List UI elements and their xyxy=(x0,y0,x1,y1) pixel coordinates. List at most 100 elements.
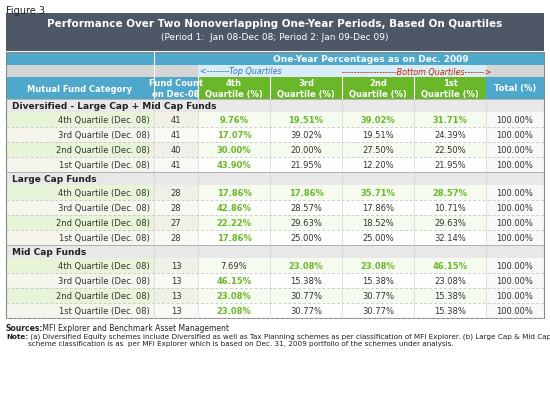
Text: Sources:: Sources: xyxy=(6,323,43,332)
Text: 23.08%: 23.08% xyxy=(361,261,395,270)
Text: 15.38%: 15.38% xyxy=(434,306,466,315)
Bar xyxy=(6,216,154,230)
Text: -------------------Bottom Quartiles------->: -------------------Bottom Quartiles-----… xyxy=(342,67,491,76)
Text: 46.15%: 46.15% xyxy=(432,261,468,270)
Bar xyxy=(154,128,198,143)
Bar xyxy=(342,128,414,143)
Bar xyxy=(154,200,198,216)
Bar xyxy=(486,303,544,318)
Text: 100.00%: 100.00% xyxy=(497,234,534,243)
Bar xyxy=(198,113,270,128)
Bar xyxy=(486,157,544,173)
Bar xyxy=(414,186,486,200)
Bar xyxy=(6,157,154,173)
Bar xyxy=(6,143,154,157)
Bar xyxy=(342,200,414,216)
Text: 3rd Quartile (Dec. 08): 3rd Quartile (Dec. 08) xyxy=(58,204,150,213)
Bar xyxy=(342,157,414,173)
Bar xyxy=(154,157,198,173)
Bar xyxy=(6,200,154,216)
Text: 35.71%: 35.71% xyxy=(361,189,395,198)
Text: 4th
Quartile (%): 4th Quartile (%) xyxy=(205,79,263,99)
Text: 41: 41 xyxy=(170,116,182,125)
Text: 39.02%: 39.02% xyxy=(290,131,322,139)
Text: 13: 13 xyxy=(170,276,182,285)
Bar xyxy=(154,78,198,100)
Bar xyxy=(198,157,270,173)
Bar xyxy=(486,113,544,128)
Text: 30.77%: 30.77% xyxy=(362,306,394,315)
Bar xyxy=(414,113,486,128)
Text: 7.69%: 7.69% xyxy=(221,261,248,270)
Text: 27: 27 xyxy=(170,218,182,227)
Text: 42.86%: 42.86% xyxy=(217,204,251,213)
Bar xyxy=(198,230,270,245)
Text: 17.86%: 17.86% xyxy=(362,204,394,213)
Bar xyxy=(486,186,544,200)
Bar xyxy=(198,273,270,288)
Text: 29.63%: 29.63% xyxy=(434,218,466,227)
Text: 100.00%: 100.00% xyxy=(497,146,534,155)
Text: 12.20%: 12.20% xyxy=(362,161,394,170)
Text: Mid Cap Funds: Mid Cap Funds xyxy=(12,247,86,256)
Bar xyxy=(270,200,342,216)
Bar xyxy=(6,53,544,318)
Text: 43.90%: 43.90% xyxy=(217,161,251,170)
Text: Total (%): Total (%) xyxy=(494,84,536,93)
Bar xyxy=(342,288,414,303)
Bar xyxy=(486,78,544,100)
Text: 18.52%: 18.52% xyxy=(362,218,394,227)
Bar xyxy=(198,53,544,66)
Bar xyxy=(154,143,198,157)
Bar xyxy=(198,258,270,273)
Bar xyxy=(342,303,414,318)
Text: Performance Over Two Nonoverlapping One-Year Periods, Based On Quartiles: Performance Over Two Nonoverlapping One-… xyxy=(47,19,503,29)
Text: 100.00%: 100.00% xyxy=(497,291,534,300)
Bar xyxy=(486,143,544,157)
Text: 17.86%: 17.86% xyxy=(217,189,251,198)
Text: 100.00%: 100.00% xyxy=(497,306,534,315)
Bar xyxy=(486,216,544,230)
Bar xyxy=(270,273,342,288)
Bar xyxy=(6,113,154,128)
Bar xyxy=(154,216,198,230)
Text: 13: 13 xyxy=(170,306,182,315)
Text: 23.08%: 23.08% xyxy=(289,261,323,270)
Text: 23.08%: 23.08% xyxy=(434,276,466,285)
Text: 10.71%: 10.71% xyxy=(434,204,466,213)
Bar xyxy=(270,157,342,173)
Text: 22.22%: 22.22% xyxy=(217,218,251,227)
Bar xyxy=(414,78,486,100)
Bar xyxy=(198,200,270,216)
Text: 19.51%: 19.51% xyxy=(362,131,394,139)
Bar xyxy=(6,66,198,78)
Text: 2nd Quartile (Dec. 08): 2nd Quartile (Dec. 08) xyxy=(56,291,150,300)
Bar xyxy=(486,230,544,245)
Bar xyxy=(270,186,342,200)
Bar xyxy=(342,143,414,157)
Bar xyxy=(154,186,198,200)
Text: 2nd Quartile (Dec. 08): 2nd Quartile (Dec. 08) xyxy=(56,218,150,227)
Bar xyxy=(6,53,198,66)
Bar xyxy=(414,273,486,288)
Bar xyxy=(270,230,342,245)
Bar xyxy=(414,216,486,230)
Text: 9.76%: 9.76% xyxy=(219,116,249,125)
Bar xyxy=(342,216,414,230)
Text: 1st Quartile (Dec. 08): 1st Quartile (Dec. 08) xyxy=(59,161,150,170)
Text: 30.77%: 30.77% xyxy=(290,306,322,315)
Bar xyxy=(154,258,198,273)
Text: 46.15%: 46.15% xyxy=(217,276,251,285)
Bar xyxy=(198,186,270,200)
Text: 15.38%: 15.38% xyxy=(362,276,394,285)
Bar xyxy=(154,303,198,318)
Bar xyxy=(6,14,544,52)
Bar xyxy=(486,200,544,216)
Text: 15.38%: 15.38% xyxy=(290,276,322,285)
Bar xyxy=(6,230,154,245)
Text: Mutual Fund Category: Mutual Fund Category xyxy=(28,84,133,93)
Bar xyxy=(6,128,154,143)
Bar xyxy=(486,66,544,78)
Text: 13: 13 xyxy=(170,261,182,270)
Text: 40: 40 xyxy=(170,146,182,155)
